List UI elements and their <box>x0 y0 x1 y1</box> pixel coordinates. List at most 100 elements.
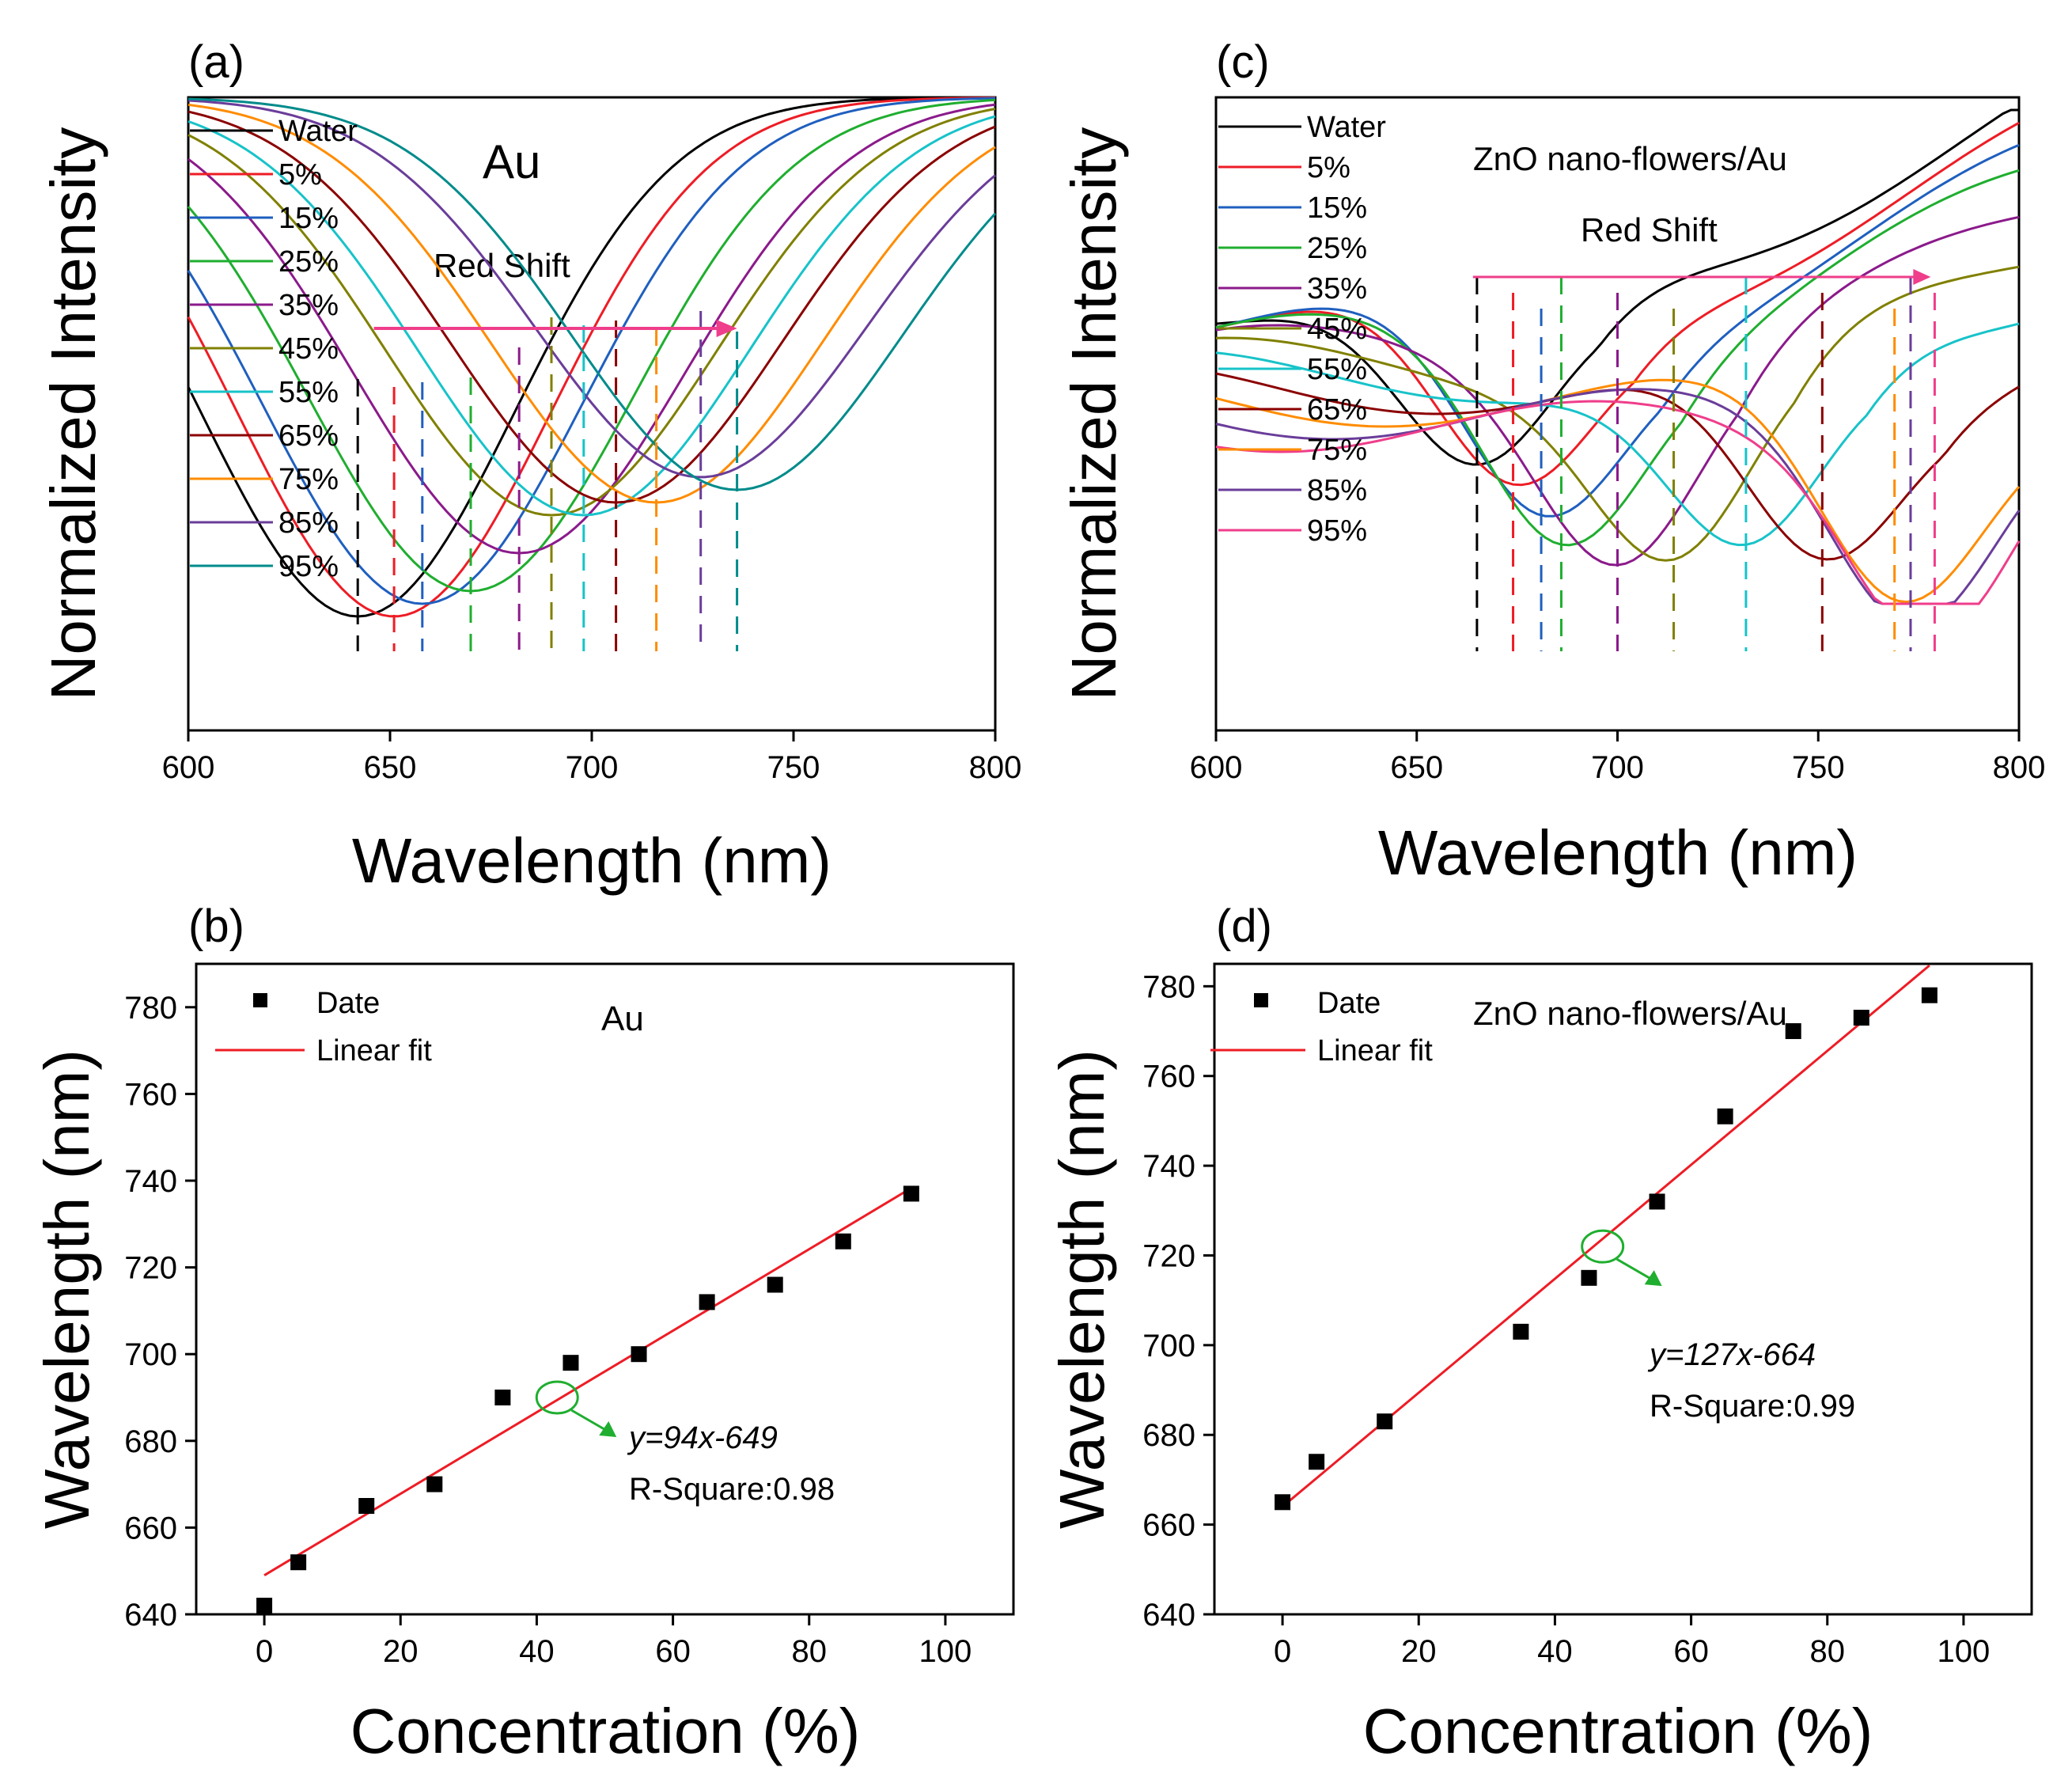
legend-label-c-55pct: 55% <box>1307 353 1367 386</box>
data-point-b <box>290 1554 307 1571</box>
curve-a-95pct <box>188 97 997 491</box>
curve-a-65pct <box>188 110 996 504</box>
y-axis-title-d: Wavelength (nm) <box>1047 1049 1117 1529</box>
x-tick-label-b-100: 100 <box>919 1634 972 1669</box>
r-square-d: R-Square:0.99 <box>1650 1389 1855 1424</box>
y-tick-label-b-720: 720 <box>124 1251 177 1286</box>
curve-c-55pct <box>1215 322 2020 547</box>
x-tick-label-c-650: 650 <box>1390 750 1443 785</box>
curve-a-45pct <box>188 108 996 517</box>
fit-line-b <box>263 1187 912 1576</box>
data-point-b <box>835 1233 851 1250</box>
panel-label-d: (d) <box>1216 901 1272 952</box>
redshift-arrowhead-c <box>1913 269 1931 285</box>
ticks-d: 0 20 40 60 80 100 640 660 680 700 720 740 760 780 <box>1142 969 1990 1669</box>
plot-title-d: ZnO nano-flowers/Au <box>1473 995 1787 1032</box>
r-square-b: R-Square:0.98 <box>629 1472 835 1507</box>
callout-arrow-d <box>1616 1257 1653 1281</box>
legend-label-c-45pct: 45% <box>1307 313 1367 346</box>
legend-label-c-water: Water <box>1307 111 1386 144</box>
legend-label-c-85pct: 85% <box>1307 474 1367 507</box>
data-point-b <box>426 1476 443 1492</box>
legend-label-a-water: Water <box>278 115 358 148</box>
legend-marker-date-d <box>1254 993 1268 1007</box>
callout-arrow-b <box>570 1409 608 1432</box>
legend-label-a-35pct: 35% <box>278 289 339 322</box>
data-point-d <box>1275 1494 1291 1511</box>
x-axis-title-a: Wavelength (nm) <box>352 825 831 896</box>
equation-d: y=127x-664 <box>1647 1337 1816 1372</box>
x-axis-title-c: Wavelength (nm) <box>1378 817 1858 888</box>
data-point-b <box>903 1185 919 1202</box>
ticks-b: 0 20 40 60 80 100 640 660 680 700 720 740 760 780 <box>124 991 972 1669</box>
y-tick-label-d-780: 780 <box>1142 969 1195 1004</box>
legend-label-c-75pct: 75% <box>1307 434 1367 467</box>
legend-label-a-25pct: 25% <box>278 245 339 279</box>
panel-label-b: (b) <box>188 901 244 952</box>
callout-arrowhead-d <box>1644 1270 1662 1287</box>
x-tick-label-d-60: 60 <box>1673 1634 1709 1669</box>
scatter-d <box>1275 964 1938 1511</box>
x-tick-label-d-40: 40 <box>1537 1634 1573 1669</box>
data-point-d <box>1581 1269 1597 1286</box>
legend-label-c-15pct: 15% <box>1307 192 1367 225</box>
curve-a-75pct <box>188 103 996 504</box>
y-tick-label-d-680: 680 <box>1142 1418 1195 1453</box>
x-tick-label-b-40: 40 <box>519 1634 555 1669</box>
curve-a-5pct <box>187 96 996 618</box>
legend-label-fit-d: Linear fit <box>1317 1034 1433 1068</box>
curve-a-55pct <box>188 115 996 517</box>
y-tick-label-d-760: 760 <box>1142 1060 1195 1094</box>
panel-b: (b) Au 0 20 40 60 80 100 640 660 680 700 720 740 760… <box>32 901 1015 1766</box>
legend-label-fit-b: Linear fit <box>316 1034 432 1068</box>
legend-label-c-35pct: 35% <box>1307 272 1367 305</box>
legend-label-a-45pct: 45% <box>278 332 339 366</box>
curve-a-water <box>187 96 995 618</box>
scatter-b <box>256 1185 919 1614</box>
x-tick-label-a-800: 800 <box>969 750 1022 785</box>
curve-a-15pct <box>187 97 996 605</box>
plot-frame-a <box>187 96 997 732</box>
x-tick-label-d-100: 100 <box>1938 1634 1991 1669</box>
plot-title-c: ZnO nano-flowers/Au <box>1473 140 1787 177</box>
y-tick-label-d-720: 720 <box>1142 1238 1195 1273</box>
y-tick-label-d-640: 640 <box>1142 1598 1195 1633</box>
legend-label-c-5pct: 5% <box>1307 151 1350 184</box>
data-point-d <box>1649 1193 1665 1210</box>
x-tick-label-b-0: 0 <box>256 1634 273 1669</box>
x-tick-label-c-600: 600 <box>1190 750 1243 785</box>
y-tick-label-b-780: 780 <box>124 991 177 1026</box>
legend-label-date-b: Date <box>316 987 380 1020</box>
y-tick-label-b-700: 700 <box>124 1337 177 1372</box>
plot-title-a: Au <box>483 135 540 188</box>
x-tick-label-d-80: 80 <box>1810 1634 1846 1669</box>
data-point-b <box>631 1346 647 1363</box>
legend-label-a-15pct: 15% <box>278 202 339 235</box>
data-point-d <box>1717 1108 1733 1124</box>
equation-b: y=94x-649 <box>627 1420 778 1455</box>
x-tick-label-c-700: 700 <box>1591 750 1644 785</box>
x-tick-label-b-60: 60 <box>655 1634 691 1669</box>
y-tick-label-d-660: 660 <box>1142 1508 1195 1543</box>
legend-marker-date-b <box>253 993 267 1007</box>
min-markers-a <box>356 311 739 651</box>
data-point-b <box>767 1276 783 1293</box>
curves-a <box>187 96 997 618</box>
legend-label-a-85pct: 85% <box>278 506 339 540</box>
min-markers-c <box>1472 269 1936 651</box>
redshift-arrowhead-a <box>716 320 737 337</box>
legend-a: Water 5% 15% 25% 35% 45% 55% 65% 75% 85% 95% <box>190 115 358 583</box>
y-tick-label-b-640: 640 <box>124 1598 177 1633</box>
data-point-b <box>699 1294 715 1310</box>
redshift-label-c: Red Shift <box>1581 211 1718 248</box>
x-tick-label-d-0: 0 <box>1274 1634 1291 1669</box>
x-tick-label-b-80: 80 <box>792 1634 828 1669</box>
x-axis-title-d: Concentration (%) <box>1363 1696 1873 1766</box>
x-ticks-a: 600 650 700 750 800 <box>162 730 1022 785</box>
curve-c-25pct <box>1215 169 2020 547</box>
x-tick-label-c-750: 750 <box>1792 750 1845 785</box>
legend-c: Water 5% 15% 25% 35% 45% 55% 65% 75% 85% 95% <box>1218 111 1386 548</box>
legend-label-a-75pct: 75% <box>278 463 339 496</box>
highlight-circle-b <box>535 1380 579 1415</box>
